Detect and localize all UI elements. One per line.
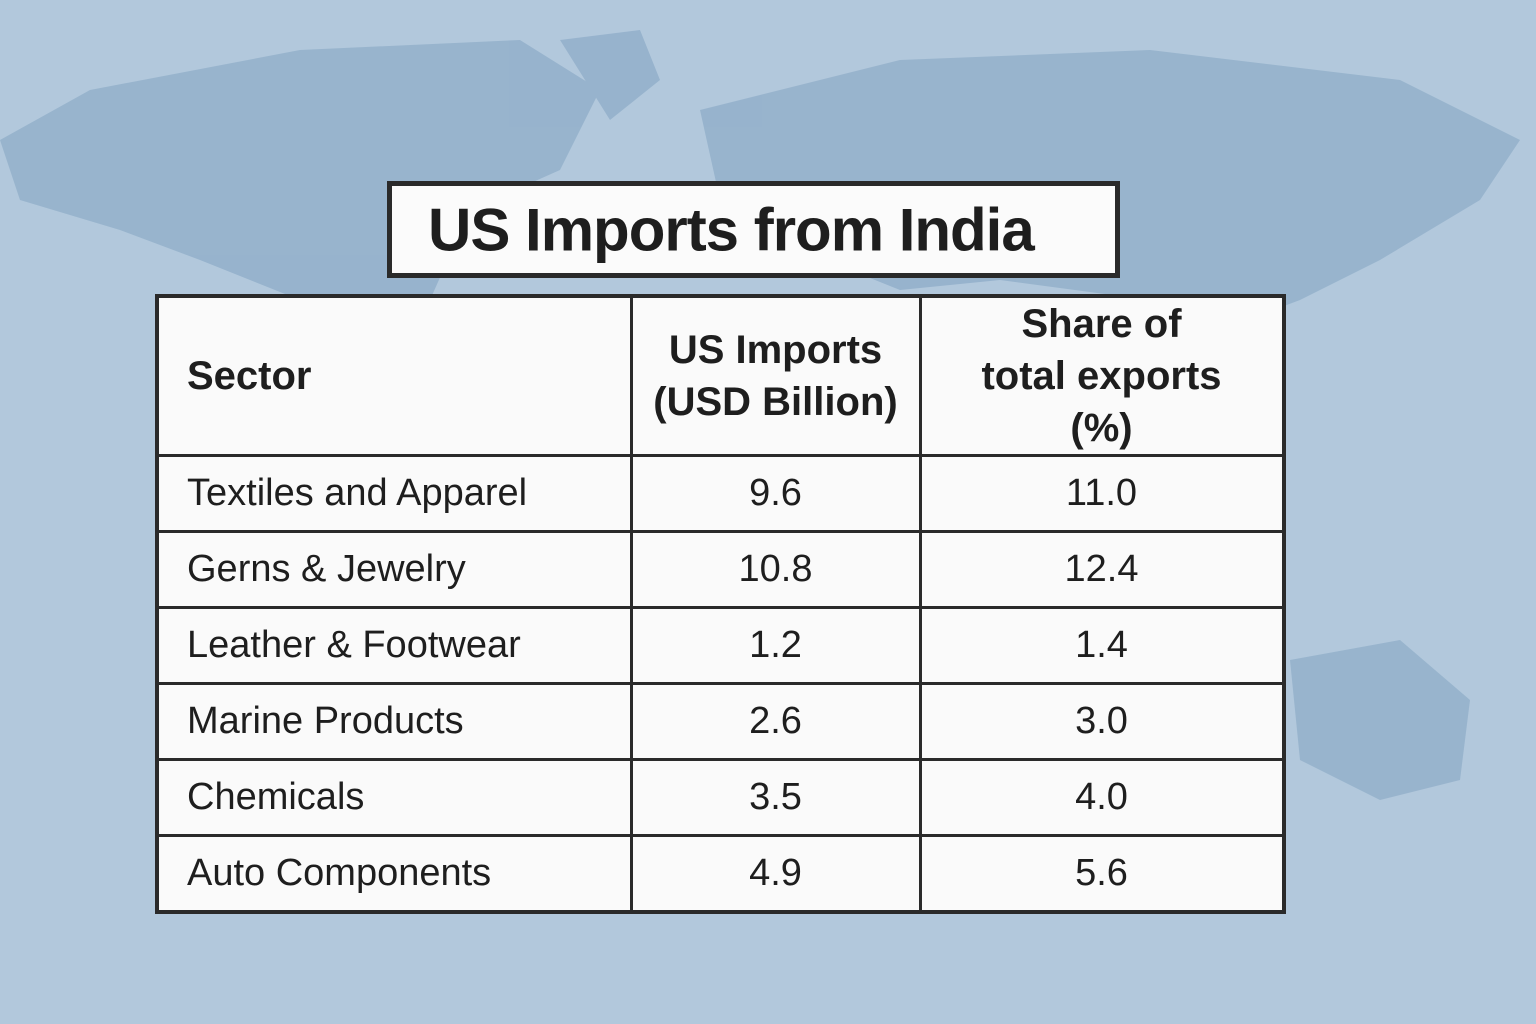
table-row: Marine Products 2.6 3.0: [155, 682, 1285, 761]
value-cell: 1.2: [629, 606, 922, 685]
value-cell: 1.4: [918, 606, 1285, 685]
sector-cell: Leather & Footwear: [155, 606, 633, 685]
title: US Imports from India: [428, 196, 1035, 263]
header-text: Share of total exports (%): [981, 302, 1222, 450]
table-row: Gerns & Jewelry 10.8 12.4: [155, 530, 1285, 609]
table-row: Leather & Footwear 1.2 1.4: [155, 606, 1285, 685]
title-box: US Imports from India: [387, 181, 1120, 278]
value-cell: 11.0: [918, 454, 1285, 533]
table-row: Textiles and Apparel 9.6 11.0: [155, 454, 1285, 533]
value-cell: 3.0: [918, 682, 1285, 761]
header-cell: Sector: [155, 294, 633, 457]
value-cell: 9.6: [629, 454, 922, 533]
sector-cell: Auto Components: [155, 834, 633, 914]
table-row: Chemicals 3.5 4.0: [155, 758, 1285, 837]
value-cell: 5.6: [918, 834, 1285, 914]
header-text: US Imports (USD Billion): [653, 328, 898, 424]
value-cell: 10.8: [629, 530, 922, 609]
header-row: Sector US Imports (USD Billion) Share of t…: [155, 294, 1285, 457]
data-table: Sector US Imports (USD Billion) Share of t…: [155, 294, 1286, 914]
sector-cell: Gerns & Jewelry: [155, 530, 633, 609]
header-text: Sector: [187, 354, 312, 398]
value-cell: 3.5: [629, 758, 922, 837]
value-cell: 4.0: [918, 758, 1285, 837]
table-row: Auto Components 4.9 5.6: [155, 834, 1285, 914]
sector-cell: Marine Products: [155, 682, 633, 761]
header-cell: US Imports (USD Billion): [629, 294, 922, 457]
value-cell: 12.4: [918, 530, 1285, 609]
sector-cell: Textiles and Apparel: [155, 454, 633, 533]
table-body: Textiles and Apparel 9.6 11.0 Gerns & Jewel…: [155, 454, 1285, 914]
header-cell: Share of total exports (%): [918, 294, 1285, 457]
value-cell: 4.9: [629, 834, 922, 914]
value-cell: 2.6: [629, 682, 922, 761]
sector-cell: Chemicals: [155, 758, 633, 837]
